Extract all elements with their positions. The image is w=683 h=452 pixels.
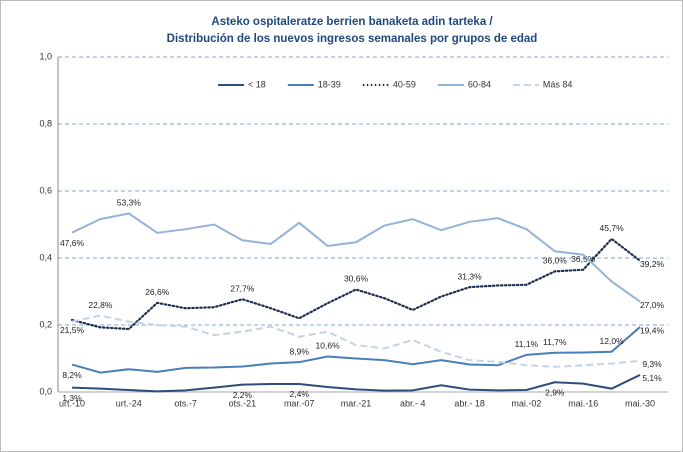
x-tick-label: urt.-24: [116, 398, 142, 408]
x-tick-label: mai.-02: [511, 398, 541, 408]
y-tick-label: 1,0: [39, 51, 52, 61]
value-label: 10,6%: [316, 341, 341, 351]
y-tick-label: 0,6: [39, 185, 52, 195]
value-label: 36,0%: [543, 256, 568, 266]
x-tick-label: mai.-30: [625, 398, 655, 408]
value-label: 8,9%: [290, 346, 310, 356]
y-tick-label: 0,0: [39, 386, 52, 396]
chart-title: Asteko ospitaleratze berrien banaketa ad…: [211, 16, 493, 28]
value-label: 30,6%: [344, 274, 369, 284]
value-label: 2,2%: [233, 390, 253, 400]
series-line: [71, 314, 641, 368]
value-label: 2,4%: [290, 389, 310, 399]
x-tick-label: mai.-16: [568, 398, 598, 408]
value-label: 21,5%: [60, 325, 85, 335]
series-line: [71, 212, 641, 303]
value-label: 22,8%: [88, 300, 113, 310]
chart-subtitle: Distribución de los nuevos ingresos sema…: [167, 33, 538, 45]
value-label: 26,6%: [145, 287, 170, 297]
legend-label: Más 84: [543, 79, 573, 89]
value-label: 11,1%: [515, 339, 539, 349]
y-tick-label: 0,2: [39, 319, 52, 329]
value-label: 27,7%: [230, 283, 255, 293]
x-tick-label: mar.-07: [284, 398, 315, 408]
x-tick-label: ots.-7: [174, 398, 197, 408]
y-tick-label: 0,8: [39, 118, 52, 128]
value-label: 27,0%: [640, 300, 665, 310]
value-label: 5,1%: [642, 373, 662, 383]
legend-label: 40-59: [393, 79, 416, 89]
x-tick-label: mar.-21: [341, 398, 372, 408]
value-label: 9,3%: [642, 359, 662, 369]
value-label: 8,2%: [62, 370, 82, 380]
series-line: [71, 326, 641, 374]
value-label: 36,5%: [571, 254, 596, 264]
value-label: 12,0%: [600, 336, 625, 346]
value-label: 47,6%: [60, 238, 85, 248]
value-label: 1,3%: [62, 393, 82, 403]
series-line: [71, 374, 641, 393]
x-tick-label: ots.-21: [229, 398, 257, 408]
x-tick-label: abr.- 18: [454, 398, 485, 408]
series-line: [70, 237, 642, 331]
x-tick-label: urt.-10: [59, 398, 85, 408]
legend-label: 18-39: [318, 79, 341, 89]
y-tick-label: 0,4: [39, 252, 52, 262]
x-tick-label: abr.- 4: [400, 398, 426, 408]
value-label: 39,2%: [640, 259, 665, 269]
value-label: 2,9%: [545, 388, 565, 398]
legend-label: 60-84: [468, 79, 491, 89]
value-label: 11,7%: [543, 337, 567, 347]
value-label: 19,4%: [640, 325, 665, 335]
value-label: 31,3%: [458, 271, 483, 281]
value-label: 53,3%: [117, 198, 142, 208]
value-label: 45,7%: [600, 223, 625, 233]
legend-label: < 18: [248, 79, 266, 89]
